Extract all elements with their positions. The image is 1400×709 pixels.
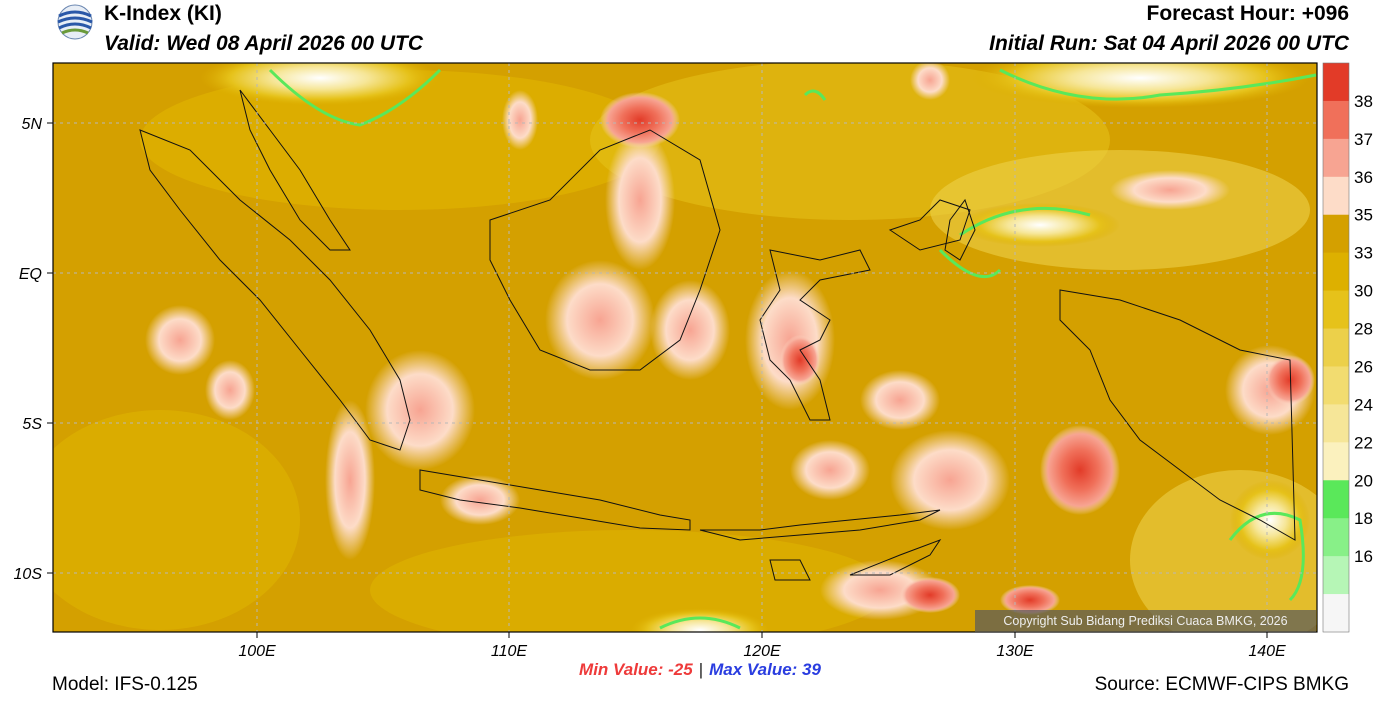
colorbar-swatch [1323,518,1349,557]
colorbar-label: 26 [1354,357,1373,376]
colorbar-frame [1322,62,1350,633]
colorbar-swatch [1323,404,1349,443]
colorbar-swatch [1323,556,1349,595]
colorbar-label: 35 [1354,206,1373,225]
colorbar-label: 38 [1354,92,1373,111]
lat-label-5s: 5S [22,416,42,433]
max-value: Max Value: 39 [709,660,821,679]
colorbar-swatch [1323,442,1349,481]
lat-label-eq: EQ [19,266,42,283]
colorbar-swatch [1323,63,1349,102]
lat-label-5n: 5N [22,116,43,133]
data-source: Source: ECMWF-CIPS BMKG [1094,674,1349,695]
min-max-values: Min Value: -25 | Max Value: 39 [0,660,1400,680]
colorbar-swatch [1323,594,1349,633]
colorbar-label: 20 [1354,471,1373,490]
k-index-field [53,63,1317,632]
colorbar-swatch [1323,290,1349,330]
initial-run: Initial Run: Sat 04 April 2026 00 UTC [989,32,1349,55]
colorbar-swatch [1323,138,1349,178]
lat-label-10s: 10S [14,566,43,583]
colorbar-label: 28 [1354,320,1373,339]
forecast-hour: Forecast Hour: +096 [1146,2,1350,25]
colorbar-label: 37 [1354,130,1373,149]
colorbar-swatch [1323,328,1349,367]
colorbar-label: 24 [1354,395,1373,414]
copyright-notice: Copyright Sub Bidang Prediksi Cuaca BMKG… [975,610,1316,632]
lon-label-140e: 140E [1248,643,1286,660]
colorbar-swatch [1323,252,1349,292]
map-frame [52,62,1318,633]
colorbar-label: 16 [1354,547,1373,566]
bmkg-logo [57,4,93,40]
colorbar-label: 30 [1354,282,1373,301]
colorbar: 38 37 36 35 33 30 28 26 24 22 20 18 16 [1322,62,1373,633]
value-separator: | [698,660,704,679]
colorbar-swatch [1323,480,1349,519]
colorbar-label: 33 [1354,244,1373,263]
colorbar-swatch [1323,366,1349,405]
lon-label-100e: 100E [238,643,276,660]
colorbar-swatch [1323,176,1349,216]
colorbar-swatch [1323,214,1349,254]
valid-time: Valid: Wed 08 April 2026 00 UTC [104,32,423,55]
colorbar-label: 36 [1354,168,1373,187]
colorbar-label: 18 [1354,509,1373,528]
lon-label-130e: 130E [996,643,1034,660]
lon-label-120e: 120E [743,643,781,660]
min-value: Min Value: -25 [579,660,693,679]
lon-label-110e: 110E [491,643,528,660]
model-name: Model: IFS-0.125 [52,674,198,695]
chart-title: K-Index (KI) [104,2,222,25]
colorbar-label: 22 [1354,433,1373,452]
colorbar-swatch [1323,100,1349,140]
